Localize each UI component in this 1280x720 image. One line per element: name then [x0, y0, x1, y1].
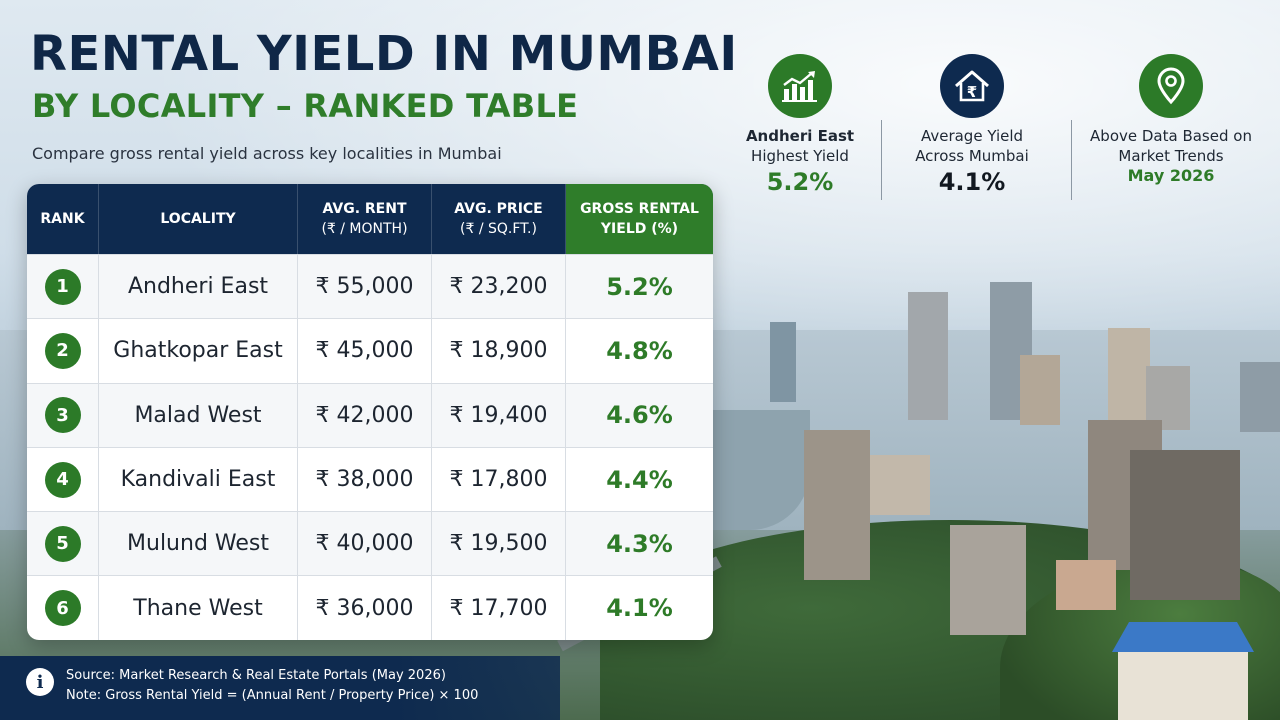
- building: [1020, 355, 1060, 425]
- header-line: (₹ / SQ.FT.): [460, 221, 537, 237]
- price-cell: ₹ 18,900: [432, 319, 566, 383]
- column-header-rank: RANK: [27, 184, 99, 254]
- stat-label-line: Across Mumbai: [915, 147, 1029, 165]
- building: [1108, 328, 1150, 428]
- yield-cell: 4.8%: [606, 336, 673, 365]
- stat-label-line: Andheri East: [745, 127, 855, 145]
- yield-cell: 4.1%: [606, 594, 673, 623]
- rank-badge: 4: [44, 461, 81, 498]
- footer-note: Note: Gross Rental Yield = (Annual Rent …: [66, 688, 479, 703]
- price-cell: ₹ 17,700: [432, 576, 566, 640]
- price-cell: ₹ 23,200: [432, 255, 566, 319]
- rank-cell: 3: [27, 383, 99, 447]
- rank-cell: 4: [27, 447, 99, 512]
- rent-cell: ₹ 38,000: [298, 447, 432, 512]
- header-line: AVG. PRICE: [454, 201, 543, 217]
- stat-label-line: Above Data Based on: [1090, 127, 1252, 145]
- locality-cell: Andheri East: [99, 255, 298, 319]
- locality-cell: Thane West: [99, 576, 298, 640]
- rank-cell: 6: [27, 576, 99, 640]
- stat-divider: [881, 120, 882, 200]
- locality-cell: Mulund West: [99, 512, 298, 576]
- building: [1056, 560, 1116, 610]
- location-pin-icon: [1139, 54, 1203, 118]
- table-row: 3 Malad West ₹ 42,000 ₹ 19,400 4.6%: [27, 382, 713, 447]
- rent-cell: ₹ 55,000: [298, 255, 432, 319]
- table-header: RANK LOCALITY AVG. RENT (₹ / MONTH) AVG. …: [27, 184, 713, 254]
- header-line: YIELD (%): [600, 221, 679, 237]
- yield-cell: 4.6%: [606, 401, 673, 430]
- building: [1240, 362, 1280, 432]
- rent-cell: ₹ 42,000: [298, 383, 432, 447]
- stat-label: Above Data Based on Market Trends: [1086, 126, 1256, 166]
- blue-roof-house: [1118, 648, 1248, 720]
- rent-cell: ₹ 36,000: [298, 576, 432, 640]
- header-line: (₹ / MONTH): [321, 221, 408, 237]
- stat-label-line: Market Trends: [1118, 147, 1224, 165]
- stat-highest-yield: Andheri East Highest Yield 5.2%: [740, 54, 860, 196]
- price-cell: ₹ 17,800: [432, 447, 566, 512]
- stat-value: May 2026: [1127, 166, 1215, 185]
- house-rupee-icon: ₹: [940, 54, 1004, 118]
- building: [1130, 450, 1240, 600]
- building: [908, 292, 948, 420]
- stat-label: Andheri East Highest Yield: [740, 126, 860, 166]
- rank-badge: 6: [44, 590, 81, 627]
- stat-label-line: Average Yield: [920, 127, 1024, 145]
- page-title: RENTAL YIELD IN MUMBAI: [30, 26, 738, 82]
- rent-cell: ₹ 45,000: [298, 319, 432, 383]
- stat-average-yield: ₹ Average Yield Across Mumbai 4.1%: [905, 54, 1039, 196]
- table-row: 6 Thane West ₹ 36,000 ₹ 17,700 4.1%: [27, 575, 713, 640]
- bar-chart-icon: [768, 54, 832, 118]
- rank-badge: 5: [44, 525, 81, 562]
- yield-cell: 4.3%: [606, 529, 673, 558]
- stat-divider: [1071, 120, 1072, 200]
- table-row: 5 Mulund West ₹ 40,000 ₹ 19,500 4.3%: [27, 511, 713, 576]
- rank-badge: 1: [44, 268, 81, 305]
- stat-value: 5.2%: [766, 168, 834, 196]
- stat-label: Average Yield Across Mumbai: [905, 126, 1039, 166]
- rank-badge: 2: [44, 332, 81, 369]
- stat-label-line: Highest Yield: [751, 147, 849, 165]
- locality-cell: Ghatkopar East: [99, 319, 298, 383]
- rank-badge: 3: [44, 397, 81, 434]
- header-line: AVG. RENT: [322, 201, 407, 217]
- table-row: 1 Andheri East ₹ 55,000 ₹ 23,200 5.2%: [27, 254, 713, 319]
- footer-source: Source: Market Research & Real Estate Po…: [66, 668, 446, 683]
- price-cell: ₹ 19,400: [432, 383, 566, 447]
- building: [950, 525, 1026, 635]
- building: [804, 430, 870, 580]
- rent-cell: ₹ 40,000: [298, 512, 432, 576]
- stat-value: 4.1%: [938, 168, 1006, 196]
- locality-cell: Malad West: [99, 383, 298, 447]
- building: [1146, 366, 1190, 430]
- column-header-avg-price: AVG. PRICE (₹ / SQ.FT.): [432, 184, 566, 254]
- rank-cell: 2: [27, 319, 99, 383]
- column-header-gross-rental-yield: GROSS RENTAL YIELD (%): [566, 184, 713, 254]
- price-cell: ₹ 19,500: [432, 512, 566, 576]
- rank-cell: 1: [27, 255, 99, 319]
- column-header-avg-rent: AVG. RENT (₹ / MONTH): [298, 184, 432, 254]
- ranked-yield-table: RANK LOCALITY AVG. RENT (₹ / MONTH) AVG. …: [27, 184, 713, 640]
- stat-data-basis: Above Data Based on Market Trends May 20…: [1086, 54, 1256, 185]
- header-line: GROSS RENTAL: [580, 201, 699, 217]
- yield-cell: 5.2%: [606, 272, 673, 301]
- page-description: Compare gross rental yield across key lo…: [32, 144, 502, 163]
- column-header-locality: LOCALITY: [99, 184, 298, 254]
- building: [870, 455, 930, 515]
- yield-cell: 4.4%: [606, 465, 673, 494]
- rank-cell: 5: [27, 512, 99, 576]
- building: [770, 322, 796, 402]
- info-icon: i: [26, 668, 54, 696]
- locality-cell: Kandivali East: [99, 447, 298, 512]
- table-row: 4 Kandivali East ₹ 38,000 ₹ 17,800 4.4%: [27, 446, 713, 512]
- table-row: 2 Ghatkopar East ₹ 45,000 ₹ 18,900 4.8%: [27, 318, 713, 383]
- footer-bar: [0, 656, 560, 720]
- svg-text:₹: ₹: [967, 83, 977, 101]
- bay: [700, 410, 810, 530]
- page-subtitle: BY LOCALITY – RANKED TABLE: [32, 87, 579, 125]
